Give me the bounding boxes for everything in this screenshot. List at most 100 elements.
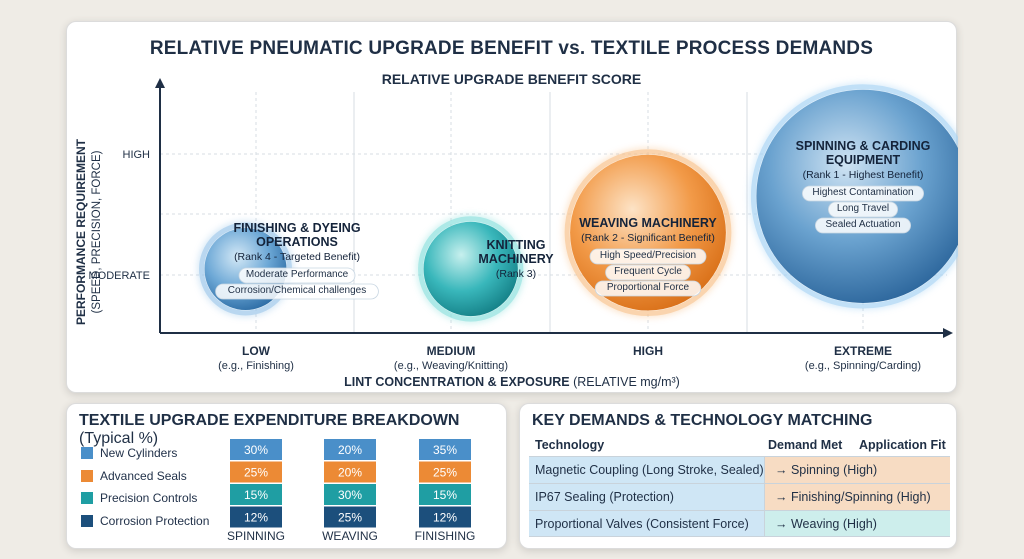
tag-label: Moderate Performance [246, 269, 349, 280]
chart-subtitle: RELATIVE UPGRADE BENEFIT SCORE [381, 71, 642, 87]
tag-pill [238, 267, 356, 284]
col-application-fit: Application Fit [859, 438, 946, 452]
y-tick-label: HIGH [123, 149, 151, 161]
bubble-rank: (Rank 3) [496, 268, 536, 280]
bubble-name: MACHINERY [478, 252, 554, 266]
matching-table: Technology Demand Met Application Fit Ma… [529, 434, 950, 537]
expenditure-panel: TEXTILE UPGRADE EXPENDITURE BREAKDOWN (T… [66, 403, 507, 549]
bubble-chart-panel: RELATIVE PNEUMATIC UPGRADE BENEFIT vs. T… [66, 21, 958, 393]
table-row: Magnetic Coupling (Long Stroke, Sealed) … [529, 456, 950, 483]
bar-segment [419, 506, 471, 528]
bar-category-label: FINISHING [415, 529, 476, 543]
legend-swatch [81, 469, 93, 482]
bar-category-label: WEAVING [322, 529, 378, 543]
col-demand-met: Demand Met [768, 438, 843, 452]
tag-label: Sealed Actuation [825, 219, 900, 230]
legend-swatch [81, 492, 93, 505]
bubble-glow [564, 149, 732, 317]
tag-pill [605, 264, 691, 281]
tag-pill [594, 280, 702, 297]
tag-pill [589, 248, 707, 265]
bar-value-label: 12% [244, 511, 268, 525]
bar-segment [419, 439, 471, 460]
legend-swatch [81, 447, 93, 460]
bubble-glow [418, 216, 524, 322]
bar-category-label: SPINNING [227, 529, 285, 543]
bar-segment [324, 439, 376, 460]
bubble-rank: (Rank 1 - Highest Benefit) [803, 169, 924, 181]
bar-segment [324, 461, 376, 483]
legend-item: New Cylinders [81, 442, 209, 465]
bubble [423, 221, 518, 317]
bar-segment [419, 484, 471, 505]
fit-cell: → Weaving (High) [764, 511, 950, 536]
table-row: Proportional Valves (Consistent Force) →… [529, 510, 950, 537]
bubble-name: FINISHING & DYEING [233, 221, 360, 235]
bar-segment [230, 484, 282, 505]
bar-value-label: 25% [244, 466, 268, 480]
bubble-name: KNITTING [486, 238, 545, 252]
bar-value-label: 35% [433, 443, 457, 457]
x-axis-label-bold: LINT CONCENTRATION & EXPOSURE [344, 375, 573, 389]
expenditure-title-text: TEXTILE UPGRADE EXPENDITURE BREAKDOWN [79, 412, 460, 429]
tag-label: Corrosion/Chemical challenges [228, 285, 366, 296]
legend-item: Precision Controls [81, 487, 209, 510]
x-tick-sublabel: (e.g., Finishing) [218, 360, 294, 372]
bar-segment [324, 506, 376, 528]
y-axis-sublabel: (SPEED, PRECISION, FORCE) [91, 150, 103, 313]
bubble-name: SPINNING & CARDING [796, 139, 931, 153]
bubble-glow [750, 84, 958, 309]
table-header: Technology Demand Met Application Fit [529, 434, 950, 456]
x-axis-arrow [943, 328, 953, 338]
tech-cell: Proportional Valves (Consistent Force) [529, 511, 764, 536]
tag-pill [215, 283, 379, 300]
bar-segment [230, 439, 282, 460]
bar-value-label: 20% [338, 466, 362, 480]
matching-title: KEY DEMANDS & TECHNOLOGY MATCHING [532, 412, 873, 429]
legend-item: Advanced Seals [81, 465, 209, 488]
bar-value-label: 12% [433, 511, 457, 525]
fit-cell: → Spinning (High) [764, 457, 950, 483]
x-tick-sublabel: (e.g., Spinning/Carding) [805, 360, 921, 372]
bubble-name: EQUIPMENT [826, 153, 901, 167]
tag-pill [802, 185, 925, 202]
x-tick-label: LOW [242, 344, 271, 358]
tag-pill [828, 201, 899, 218]
tag-label: Frequent Cycle [614, 266, 682, 277]
bubble-name: WEAVING MACHINERY [579, 216, 717, 230]
bubble-name: OPERATIONS [256, 235, 338, 249]
matching-panel: KEY DEMANDS & TECHNOLOGY MATCHING Techno… [519, 403, 957, 549]
bubble-label-group: WEAVING MACHINERY (Rank 2 - Significant B… [579, 216, 717, 297]
bubble-chart: MODERATE HIGH PERFORMANCE REQUIREMENT (SPEE… [74, 78, 958, 389]
stacked-bar-chart: 30% 25% 15% 12% SPINNING 20% 20% 30% 25% WEAVING 3… [227, 439, 476, 543]
x-axis-label: LINT CONCENTRATION & EXPOSURE (RELATIVE … [344, 375, 680, 389]
tag-label: High Speed/Precision [600, 250, 696, 261]
bar-segment [324, 484, 376, 505]
expenditure-title: TEXTILE UPGRADE EXPENDITURE BREAKDOWN (T… [79, 412, 506, 448]
x-tick-label: HIGH [633, 344, 663, 358]
bar-segment [419, 461, 471, 483]
legend-label: Advanced Seals [100, 468, 187, 483]
tag-label: Long Travel [837, 203, 889, 214]
x-tick-label: MEDIUM [427, 344, 476, 358]
legend-label: New Cylinders [100, 446, 178, 461]
y-axis-arrow [155, 78, 165, 88]
tech-cell: Magnetic Coupling (Long Stroke, Sealed) [529, 457, 764, 483]
y-axis-label: PERFORMANCE REQUIREMENT [74, 138, 88, 325]
bar-segment [230, 506, 282, 528]
tech-cell: IP67 Sealing (Protection) [529, 484, 764, 510]
tag-pill [815, 217, 912, 234]
tag-label: Proportional Force [607, 282, 690, 293]
x-axis-label-rest: (RELATIVE mg/m³) [573, 375, 680, 389]
bar-value-label: 25% [433, 466, 457, 480]
expenditure-legend: New Cylinders Advanced Seals Precision C… [81, 442, 209, 532]
bar-value-label: 15% [433, 488, 457, 502]
x-tick-sublabel: (e.g., Weaving/Knitting) [394, 360, 508, 372]
bubble-rank: (Rank 4 - Targeted Benefit) [234, 251, 360, 263]
bar-value-label: 20% [338, 443, 362, 457]
bar-value-label: 25% [338, 511, 362, 525]
expenditure-title-suffix: (Typical %) [79, 430, 159, 447]
